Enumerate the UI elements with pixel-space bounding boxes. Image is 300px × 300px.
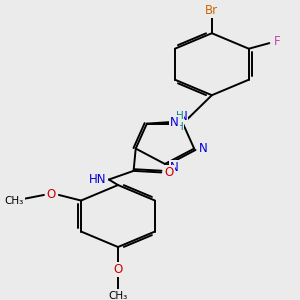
Text: O: O	[113, 263, 123, 276]
Text: HN: HN	[89, 173, 107, 186]
Text: N: N	[199, 142, 208, 155]
Text: O: O	[46, 188, 56, 202]
Text: N: N	[170, 116, 179, 129]
Text: O: O	[164, 166, 174, 179]
Text: CH₃: CH₃	[108, 291, 128, 300]
Text: H: H	[176, 112, 184, 122]
Text: Br: Br	[205, 4, 218, 17]
Text: CH₃: CH₃	[4, 196, 24, 206]
Text: N: N	[170, 161, 179, 174]
Text: N: N	[178, 110, 188, 123]
Text: F: F	[274, 35, 280, 48]
Text: H: H	[176, 122, 184, 132]
